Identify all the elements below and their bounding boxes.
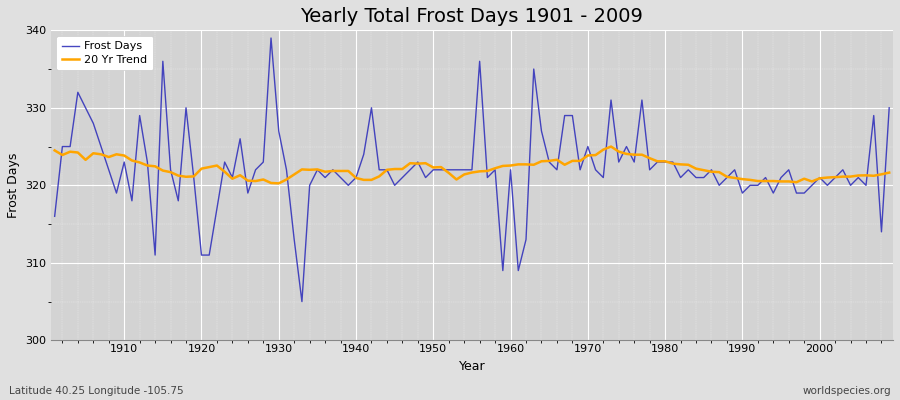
Frost Days xyxy=(296,299,307,304)
20 Yr Trend xyxy=(884,170,895,175)
20 Yr Trend xyxy=(50,148,60,153)
Text: Latitude 40.25 Longitude -105.75: Latitude 40.25 Longitude -105.75 xyxy=(9,386,184,396)
Frost Days xyxy=(520,237,531,242)
Frost Days xyxy=(513,268,524,273)
20 Yr Trend xyxy=(513,162,524,167)
20 Yr Trend xyxy=(111,152,122,157)
Title: Yearly Total Frost Days 1901 - 2009: Yearly Total Frost Days 1901 - 2009 xyxy=(301,7,644,26)
Frost Days xyxy=(613,160,624,164)
Legend: Frost Days, 20 Yr Trend: Frost Days, 20 Yr Trend xyxy=(57,36,153,70)
Frost Days xyxy=(884,105,895,110)
Frost Days xyxy=(111,191,122,196)
Frost Days xyxy=(343,183,354,188)
X-axis label: Year: Year xyxy=(459,360,485,373)
20 Yr Trend xyxy=(505,163,516,168)
20 Yr Trend xyxy=(274,181,284,186)
20 Yr Trend xyxy=(613,149,624,154)
Y-axis label: Frost Days: Frost Days xyxy=(7,153,20,218)
Text: worldspecies.org: worldspecies.org xyxy=(803,386,891,396)
Frost Days xyxy=(289,237,300,242)
Frost Days xyxy=(266,36,276,40)
20 Yr Trend xyxy=(289,172,300,177)
20 Yr Trend xyxy=(335,168,346,173)
Line: 20 Yr Trend: 20 Yr Trend xyxy=(55,146,889,183)
20 Yr Trend xyxy=(606,144,616,149)
Frost Days xyxy=(50,214,60,219)
Line: Frost Days: Frost Days xyxy=(55,38,889,302)
